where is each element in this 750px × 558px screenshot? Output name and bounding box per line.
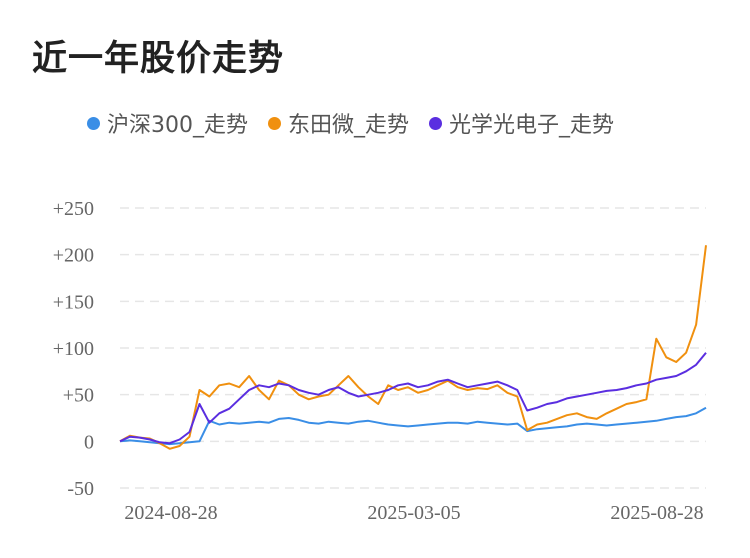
x-axis: 2024-08-28 2025-03-05 2025-08-28 [124,502,703,524]
x-tick-label: 2024-08-28 [124,502,217,524]
grid-layer [120,207,706,489]
series-line-2 [119,352,707,445]
legend: 沪深300_走势 东田微_走势 光学光电子_走势 [87,108,614,138]
series-layer [119,245,707,450]
y-tick-label: 0 [84,431,94,453]
y-tick-label: +200 [53,245,94,267]
chart-title: 近一年股价走势 [32,39,285,79]
legend-dot-icon [268,116,281,130]
y-axis: +250 +200 +150 +100 +50 0 -50 [53,198,94,500]
legend-item-dongtianwei[interactable]: 东田微_走势 [268,107,409,139]
legend-item-optical[interactable]: 光学光电子_走势 [429,107,614,139]
y-tick-label: -50 [67,478,94,500]
y-tick-label: +250 [53,198,94,220]
y-tick-label: +50 [63,385,94,407]
x-tick-label: 2025-08-28 [610,502,703,524]
y-tick-label: +100 [53,338,94,360]
series-line-0 [119,406,707,446]
legend-label: 光学光电子_走势 [449,113,615,138]
x-tick-label: 2025-03-05 [367,502,460,524]
y-tick-label: +150 [53,291,94,313]
legend-label: 东田微_走势 [288,113,410,138]
legend-item-hs300[interactable]: 沪深300_走势 [87,107,248,139]
legend-dot-icon [87,116,100,130]
legend-label: 沪深300_走势 [107,113,248,138]
legend-dot-icon [429,116,443,130]
series-line-1 [119,245,707,450]
